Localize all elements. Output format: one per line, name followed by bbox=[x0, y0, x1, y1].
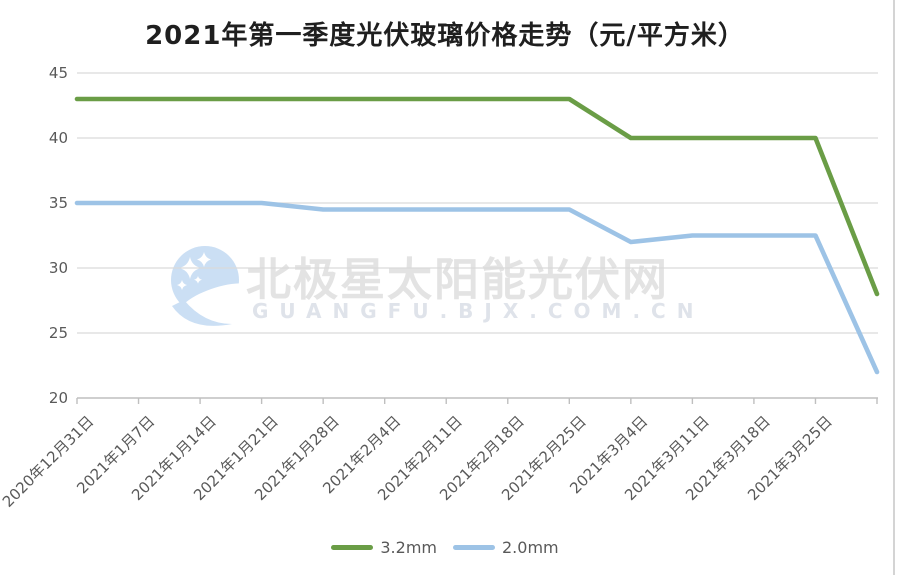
chart-right-border bbox=[893, 0, 895, 575]
legend-item-3.2mm: 3.2mm bbox=[331, 538, 437, 557]
chart-title: 2021年第一季度光伏玻璃价格走势（元/平方米） bbox=[145, 21, 745, 51]
legend-swatch-icon bbox=[453, 545, 495, 550]
legend-item-2.0mm: 2.0mm bbox=[453, 538, 559, 557]
legend-label: 2.0mm bbox=[502, 538, 559, 557]
series-line-3.2mm bbox=[74, 96, 880, 297]
series-line-2.0mm bbox=[74, 200, 880, 375]
legend-label: 3.2mm bbox=[380, 538, 437, 557]
legend-swatch-icon bbox=[331, 545, 374, 550]
legend: 3.2mm 2.0mm bbox=[0, 538, 890, 557]
